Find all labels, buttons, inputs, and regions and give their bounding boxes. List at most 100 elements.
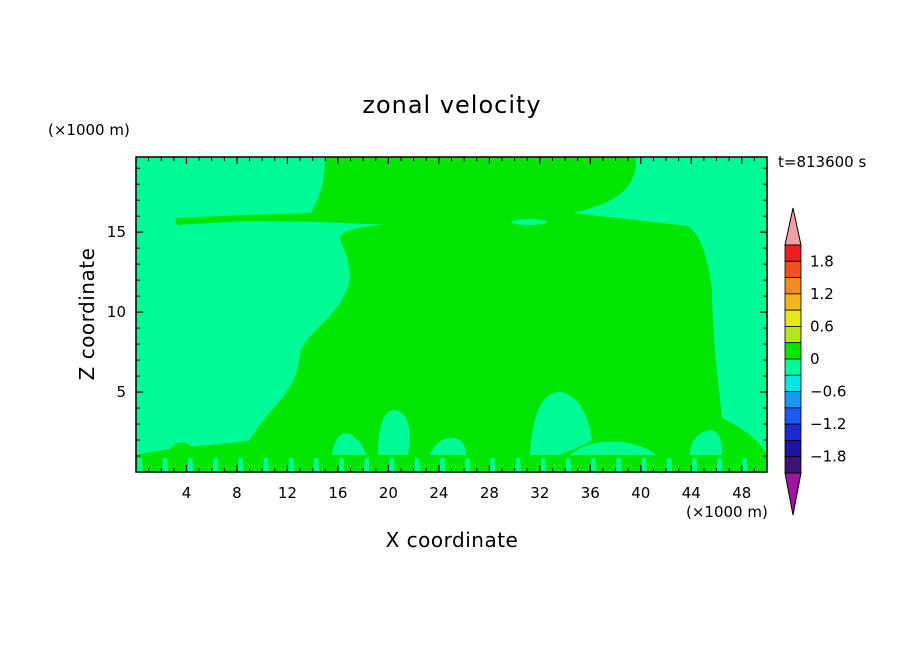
surface-finger: [389, 458, 395, 472]
surface-finger: [489, 458, 496, 472]
colorbar-label: −1.2: [810, 415, 846, 433]
x-axis-unit: (×1000 m): [686, 503, 768, 521]
x-axis: 4 8 12 16 20 24 28 32 36 40 44 48: [148, 157, 755, 502]
colorbar-swatch: [784, 293, 802, 311]
colorbar-under-arrow: [784, 472, 802, 516]
surface-finger: [615, 458, 622, 472]
y-tick-label: 5: [116, 383, 126, 401]
colorbar-swatch: [784, 244, 802, 262]
contour-bump-5: [430, 437, 466, 455]
contour-bump-7: [168, 442, 196, 455]
surface-finger: [590, 458, 597, 472]
surface-finger: [237, 458, 244, 472]
surface-finger: [275, 458, 282, 472]
surface-finger: [552, 458, 559, 472]
surface-finger: [477, 458, 484, 472]
surface-finger: [351, 458, 358, 472]
colorbar-swatch: [784, 423, 802, 441]
surface-finger: [754, 458, 761, 472]
surface-finger: [263, 458, 269, 472]
y-unit-label: (×1000 m): [48, 121, 130, 139]
surface-finger: [464, 458, 471, 472]
colorbar-label: 0: [810, 350, 820, 368]
x-tick-label: 32: [530, 484, 549, 502]
colorbar-swatch: [784, 456, 802, 474]
colorbar-swatch: [784, 407, 802, 425]
colorbar-label: 1.8: [810, 252, 834, 270]
x-tick-label: 12: [278, 484, 297, 502]
surface-finger: [502, 458, 509, 472]
surface-finger: [729, 458, 736, 472]
colorbar-swatch: [784, 309, 802, 327]
surface-finger: [641, 458, 647, 472]
colorbar-label: −0.6: [810, 383, 846, 401]
x-tick-label: 16: [328, 484, 347, 502]
surface-finger: [527, 458, 534, 472]
colorbar-label: −1.8: [810, 448, 846, 466]
surface-finger: [300, 458, 307, 472]
surface-finger: [162, 458, 169, 472]
chart-title: zonal velocity: [362, 91, 541, 119]
surface-finger: [212, 458, 219, 472]
y-tick-label: 15: [107, 223, 126, 241]
surface-finger: [376, 458, 383, 472]
surface-finger: [313, 458, 320, 472]
contour-bump-4: [570, 441, 656, 455]
x-axis-title: X coordinate: [386, 528, 519, 552]
surface-finger: [540, 458, 547, 472]
y-tick-label: 10: [107, 303, 126, 321]
colorbar: 1.8 1.2 0.6 0 −0.6 −1.2 −1.8: [784, 207, 846, 516]
surface-finger: [326, 458, 332, 472]
surface-finger: [414, 458, 421, 472]
contour-bump-3: [690, 430, 722, 455]
y-axis: 5 10 15: [107, 167, 767, 457]
contour-bump-6: [332, 432, 366, 455]
surface-finger: [578, 458, 584, 472]
x-tick-label: 28: [480, 484, 499, 502]
surface-finger: [439, 458, 446, 472]
surface-finger: [653, 458, 660, 472]
contour-band-positive-left: [175, 213, 397, 225]
contour-region-positive: [136, 157, 767, 472]
colorbar-swatch: [784, 440, 802, 458]
surface-finger: [187, 458, 194, 472]
contour-hole-1: [511, 219, 547, 225]
colorbar-swatch: [784, 374, 802, 392]
colorbar-swatch: [784, 260, 802, 278]
surface-finger: [338, 458, 345, 472]
surface-finger: [704, 458, 710, 472]
surface-fingers: [137, 458, 761, 472]
surface-finger: [452, 458, 458, 472]
colorbar-swatch: [784, 326, 802, 344]
colorbar-swatch: [784, 342, 802, 360]
surface-finger: [666, 458, 673, 472]
x-tick-label: 20: [379, 484, 398, 502]
x-tick-label: 40: [631, 484, 650, 502]
x-tick-label: 44: [682, 484, 701, 502]
surface-finger: [225, 458, 232, 472]
y-axis-title: Z coordinate: [75, 248, 99, 381]
surface-finger: [363, 458, 370, 472]
time-label: t=813600 s: [778, 153, 866, 171]
colorbar-label: 1.2: [810, 285, 834, 303]
x-tick-label: 36: [581, 484, 600, 502]
colorbar-swatch: [784, 277, 802, 295]
surface-finger: [401, 458, 408, 472]
surface-finger: [603, 458, 610, 472]
x-tick-label: 8: [232, 484, 242, 502]
surface-finger: [741, 458, 748, 472]
contour-bump-1: [378, 410, 410, 455]
surface-finger: [137, 458, 143, 472]
contour-plot: [136, 157, 767, 472]
colorbar-over-arrow: [784, 207, 802, 246]
surface-finger: [716, 458, 723, 472]
surface-finger: [515, 458, 521, 472]
surface-finger: [200, 458, 206, 472]
colorbar-label: 0.6: [810, 317, 834, 335]
colorbar-swatch: [784, 358, 802, 376]
surface-finger: [250, 458, 257, 472]
surface-finger: [628, 458, 635, 472]
colorbar-swatch: [784, 391, 802, 409]
surface-finger: [426, 458, 433, 472]
